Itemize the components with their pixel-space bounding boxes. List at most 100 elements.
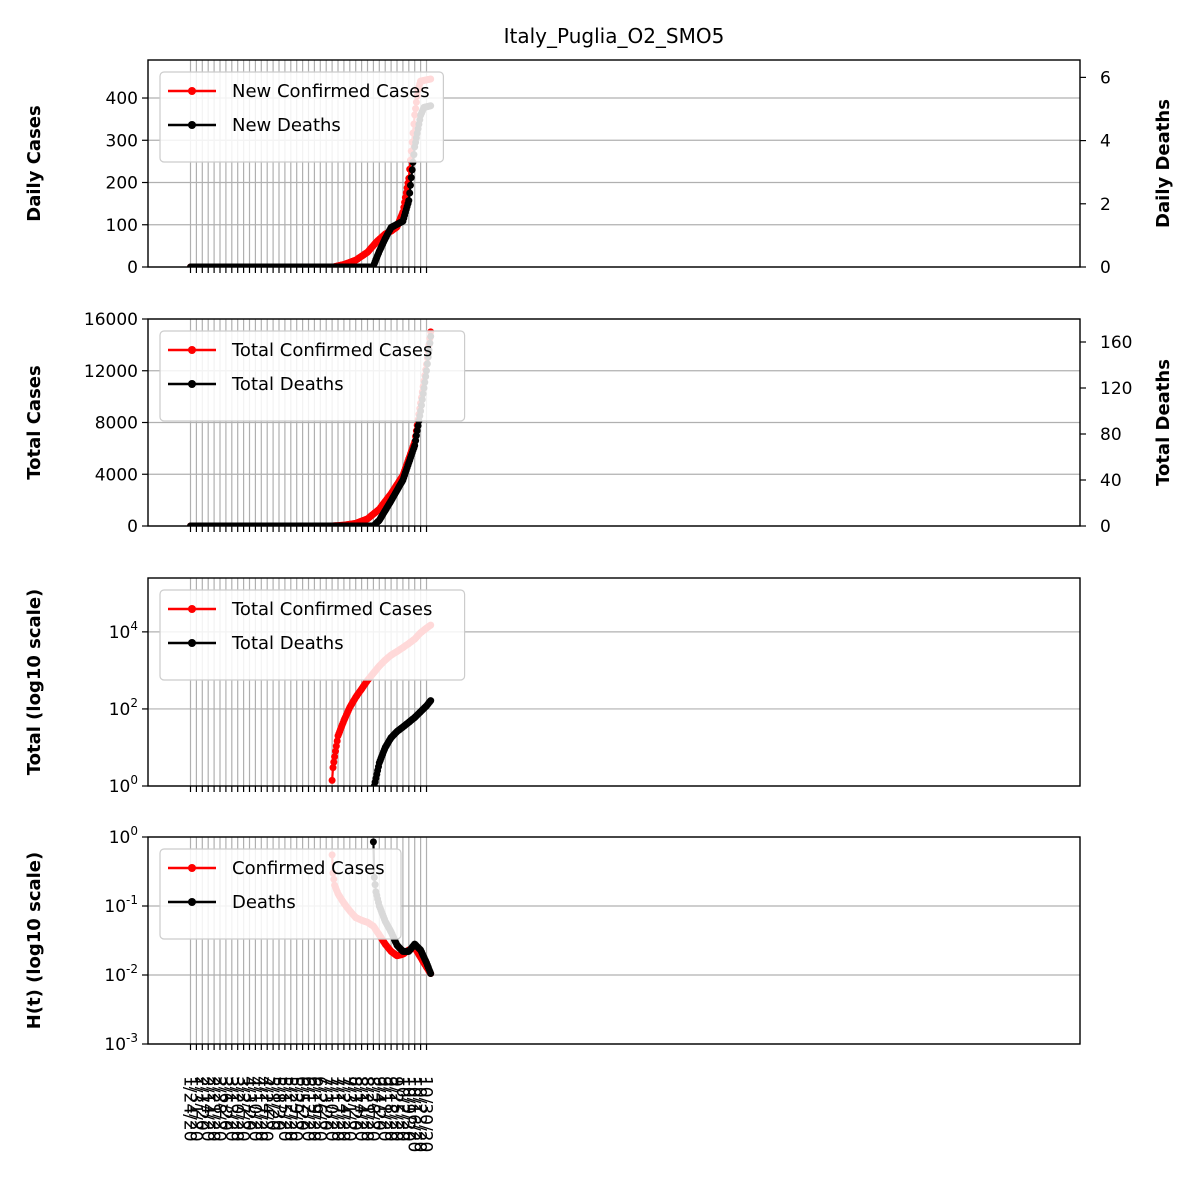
x-tick-label: 2/7/20 xyxy=(191,1076,211,1131)
y-tick-label: 102 xyxy=(109,696,138,720)
legend-swatch-marker xyxy=(188,121,196,129)
y-axis-label: Daily Cases xyxy=(24,105,45,221)
y-tick-label: 100 xyxy=(106,216,138,236)
y2-tick-label: 0 xyxy=(1100,517,1111,537)
x-tick-label: 7/10/20 xyxy=(321,1076,341,1142)
y-tick-label: 100 xyxy=(109,824,138,848)
panel-3: 100 102 104 Total (log10 scale) Total Confir… xyxy=(24,577,1081,797)
x-tick-label: 2/14/20 xyxy=(197,1076,217,1142)
x-tick-label: 9/11/20 xyxy=(374,1076,394,1142)
y-tick-label: 12000 xyxy=(84,362,138,382)
legend-swatch-marker xyxy=(188,346,196,354)
x-tick-label: 7/24/20 xyxy=(333,1076,353,1142)
y-tick-label: 0 xyxy=(127,258,138,278)
y-tick-label: 10-1 xyxy=(104,893,138,917)
data-point xyxy=(331,753,339,761)
legend-swatch-marker xyxy=(188,87,196,95)
data-point xyxy=(405,197,413,205)
y-axis-label: H(t) (log10 scale) xyxy=(24,852,45,1030)
legend: New Confirmed Cases New Deaths xyxy=(159,71,444,163)
y2-tick-label: 160 xyxy=(1100,333,1132,353)
x-tick-label: 10/23/20 xyxy=(410,1076,430,1152)
series-group xyxy=(187,75,435,267)
legend-label: Total Deaths xyxy=(231,374,344,395)
x-tick-label: 6/5/20 xyxy=(292,1076,312,1131)
y-tick-label: 10-2 xyxy=(104,962,138,986)
axes-frame xyxy=(147,577,1081,787)
legend-label: Confirmed Cases xyxy=(232,858,385,879)
x-tick-label: 3/27/20 xyxy=(233,1076,253,1142)
x-tick-label: 6/19/20 xyxy=(303,1076,323,1142)
data-point xyxy=(427,697,435,705)
x-tick-label: 4/3/20 xyxy=(239,1076,259,1131)
x-tick-label: 1/24/20 xyxy=(180,1076,200,1142)
y2-tick-label: 6 xyxy=(1100,68,1111,88)
x-tick-label: 8/7/20 xyxy=(345,1076,365,1131)
x-tick-label: 5/8/20 xyxy=(268,1076,288,1131)
y2-tick-label: 120 xyxy=(1100,379,1132,399)
x-tick-label: 7/17/20 xyxy=(327,1076,347,1142)
legend-box xyxy=(159,848,402,940)
x-tick-label: 4/17/20 xyxy=(250,1076,270,1142)
legend-label: Total Confirmed Cases xyxy=(231,340,432,361)
legend-swatch-marker xyxy=(188,380,196,388)
legend-label: Deaths xyxy=(232,892,296,913)
data-point xyxy=(330,758,338,766)
x-tick-label: 2/28/20 xyxy=(209,1076,229,1142)
x-tick-label: 8/28/20 xyxy=(362,1076,382,1142)
x-tick-label: 6/26/20 xyxy=(309,1076,329,1142)
x-tick-label: 4/10/20 xyxy=(244,1076,264,1142)
x-tick-label: 10/16/20 xyxy=(404,1076,424,1152)
y-tick-label: 16000 xyxy=(84,310,138,330)
x-tick-label: 9/25/20 xyxy=(386,1076,406,1142)
data-point xyxy=(408,166,416,174)
y-tick-label: 100 xyxy=(109,773,138,797)
y2-tick-label: 2 xyxy=(1100,195,1111,215)
y-tick-label: 104 xyxy=(109,619,138,643)
x-tick-label: 5/15/20 xyxy=(274,1076,294,1142)
x-tick-label: 8/14/20 xyxy=(351,1076,371,1142)
legend-box xyxy=(159,330,466,422)
x-tick-label: 10/2/20 xyxy=(392,1076,412,1142)
y-tick-label: 8000 xyxy=(95,414,138,434)
x-tick-label: 3/6/20 xyxy=(215,1076,235,1131)
x-tick-label: 3/20/20 xyxy=(227,1076,247,1142)
legend: Total Confirmed Cases Total Deaths xyxy=(159,589,466,681)
y-axis-label: Total Cases xyxy=(24,365,45,479)
legend: Confirmed Cases Deaths xyxy=(159,848,402,940)
data-point xyxy=(369,838,377,846)
panel-2: 0 4000 8000 12000 16000 0 40 80 120 160 Total Deat… xyxy=(24,310,1174,537)
legend-label: New Confirmed Cases xyxy=(232,81,430,102)
x-tick-label: 7/31/20 xyxy=(339,1076,359,1142)
x-tick-label: 4/24/20 xyxy=(256,1076,276,1142)
legend-swatch-marker xyxy=(188,639,196,647)
legend-swatch-marker xyxy=(188,864,196,872)
panel-4: 10-3 10-2 10-1 100 H(t) (log10 scale) Confirm… xyxy=(24,824,1081,1055)
x-tick-label: 2/21/20 xyxy=(203,1076,223,1142)
legend-swatch-marker xyxy=(188,605,196,613)
x-tick-label: 5/22/20 xyxy=(280,1076,300,1142)
legend-label: New Deaths xyxy=(232,115,341,136)
data-point xyxy=(407,181,414,189)
y-tick-label: 4000 xyxy=(95,465,138,485)
legend-label: Total Deaths xyxy=(231,633,344,654)
y-axis-label: Total (log10 scale) xyxy=(24,589,45,776)
data-point xyxy=(427,970,435,977)
y-tick-label: 200 xyxy=(106,174,138,194)
y-tick-label: 0 xyxy=(127,517,138,537)
x-tick-label: 7/3/20 xyxy=(315,1076,335,1131)
y-tick-label: 10-3 xyxy=(104,1031,138,1055)
y2-axis-label: Daily Deaths xyxy=(1153,99,1174,228)
data-point xyxy=(406,189,414,197)
x-tick-label: 6/12/20 xyxy=(298,1076,318,1142)
legend-box xyxy=(159,71,444,163)
figure-title: Italy_Puglia_O2_SMO5 xyxy=(504,24,725,48)
y2-tick-label: 40 xyxy=(1100,471,1122,491)
x-tick-label: 8/21/20 xyxy=(357,1076,377,1142)
y2-axis-label: Total Deaths xyxy=(1153,359,1174,486)
data-point xyxy=(407,174,415,182)
y2-tick-label: 0 xyxy=(1100,258,1111,278)
legend-swatch-marker xyxy=(188,898,196,906)
legend-box xyxy=(159,589,466,681)
